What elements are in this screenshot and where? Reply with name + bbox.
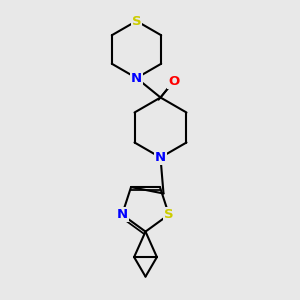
Text: N: N bbox=[155, 151, 166, 164]
Text: O: O bbox=[168, 75, 179, 88]
Text: S: S bbox=[164, 208, 174, 221]
Text: N: N bbox=[116, 208, 128, 221]
Text: N: N bbox=[131, 71, 142, 85]
Text: S: S bbox=[132, 14, 141, 28]
